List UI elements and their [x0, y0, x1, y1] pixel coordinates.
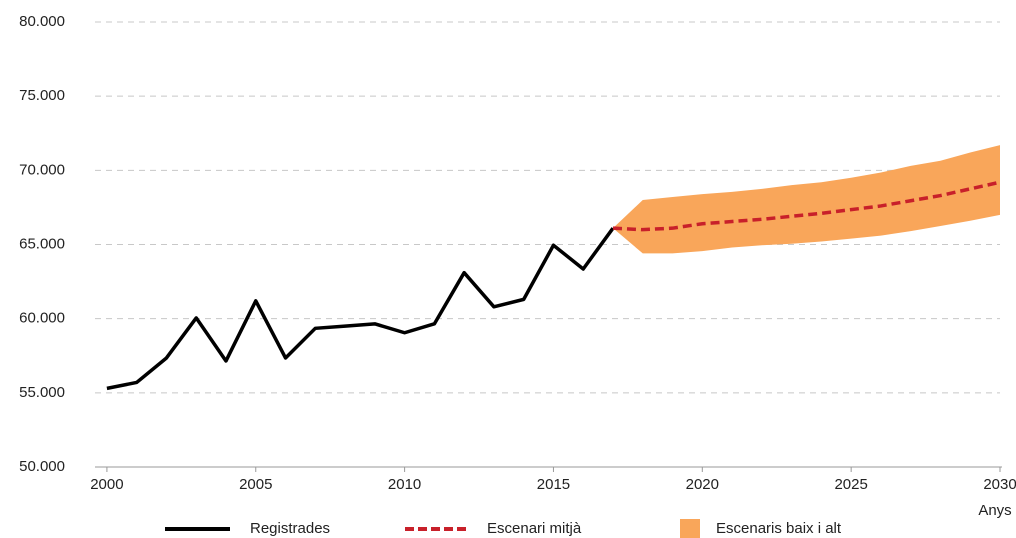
legend-swatch: [680, 519, 700, 538]
x-tick-label: 2000: [90, 476, 123, 493]
x-tick-label: 2025: [834, 476, 867, 493]
x-tick-label: 2030: [983, 476, 1016, 493]
legend-item: Registrades: [165, 520, 330, 537]
legend-label: Escenari mitjà: [487, 520, 582, 537]
x-tick-label: 2020: [686, 476, 719, 493]
x-tick-label: 2010: [388, 476, 421, 493]
data-line: [106, 227, 615, 391]
y-tick-label: 80.000: [19, 13, 65, 30]
legend-label: Registrades: [250, 520, 330, 537]
y-tick-label: 55.000: [19, 384, 65, 401]
legend-item: Escenari mitjà: [405, 520, 582, 537]
scenario-line: [612, 180, 1001, 232]
y-tick-label: 75.000: [19, 87, 65, 104]
y-tick-label: 50.000: [19, 458, 65, 475]
x-axis-label: Anys: [978, 502, 1011, 519]
y-tick-label: 60.000: [19, 310, 65, 327]
x-tick-label: 2015: [537, 476, 570, 493]
legend-label: Escenaris baix i alt: [716, 520, 842, 537]
x-tick-label: 2005: [239, 476, 272, 493]
legend-item: Escenaris baix i alt: [680, 519, 842, 538]
y-tick-label: 65.000: [19, 235, 65, 252]
y-tick-label: 70.000: [19, 161, 65, 178]
scenario-band: [612, 145, 1000, 254]
